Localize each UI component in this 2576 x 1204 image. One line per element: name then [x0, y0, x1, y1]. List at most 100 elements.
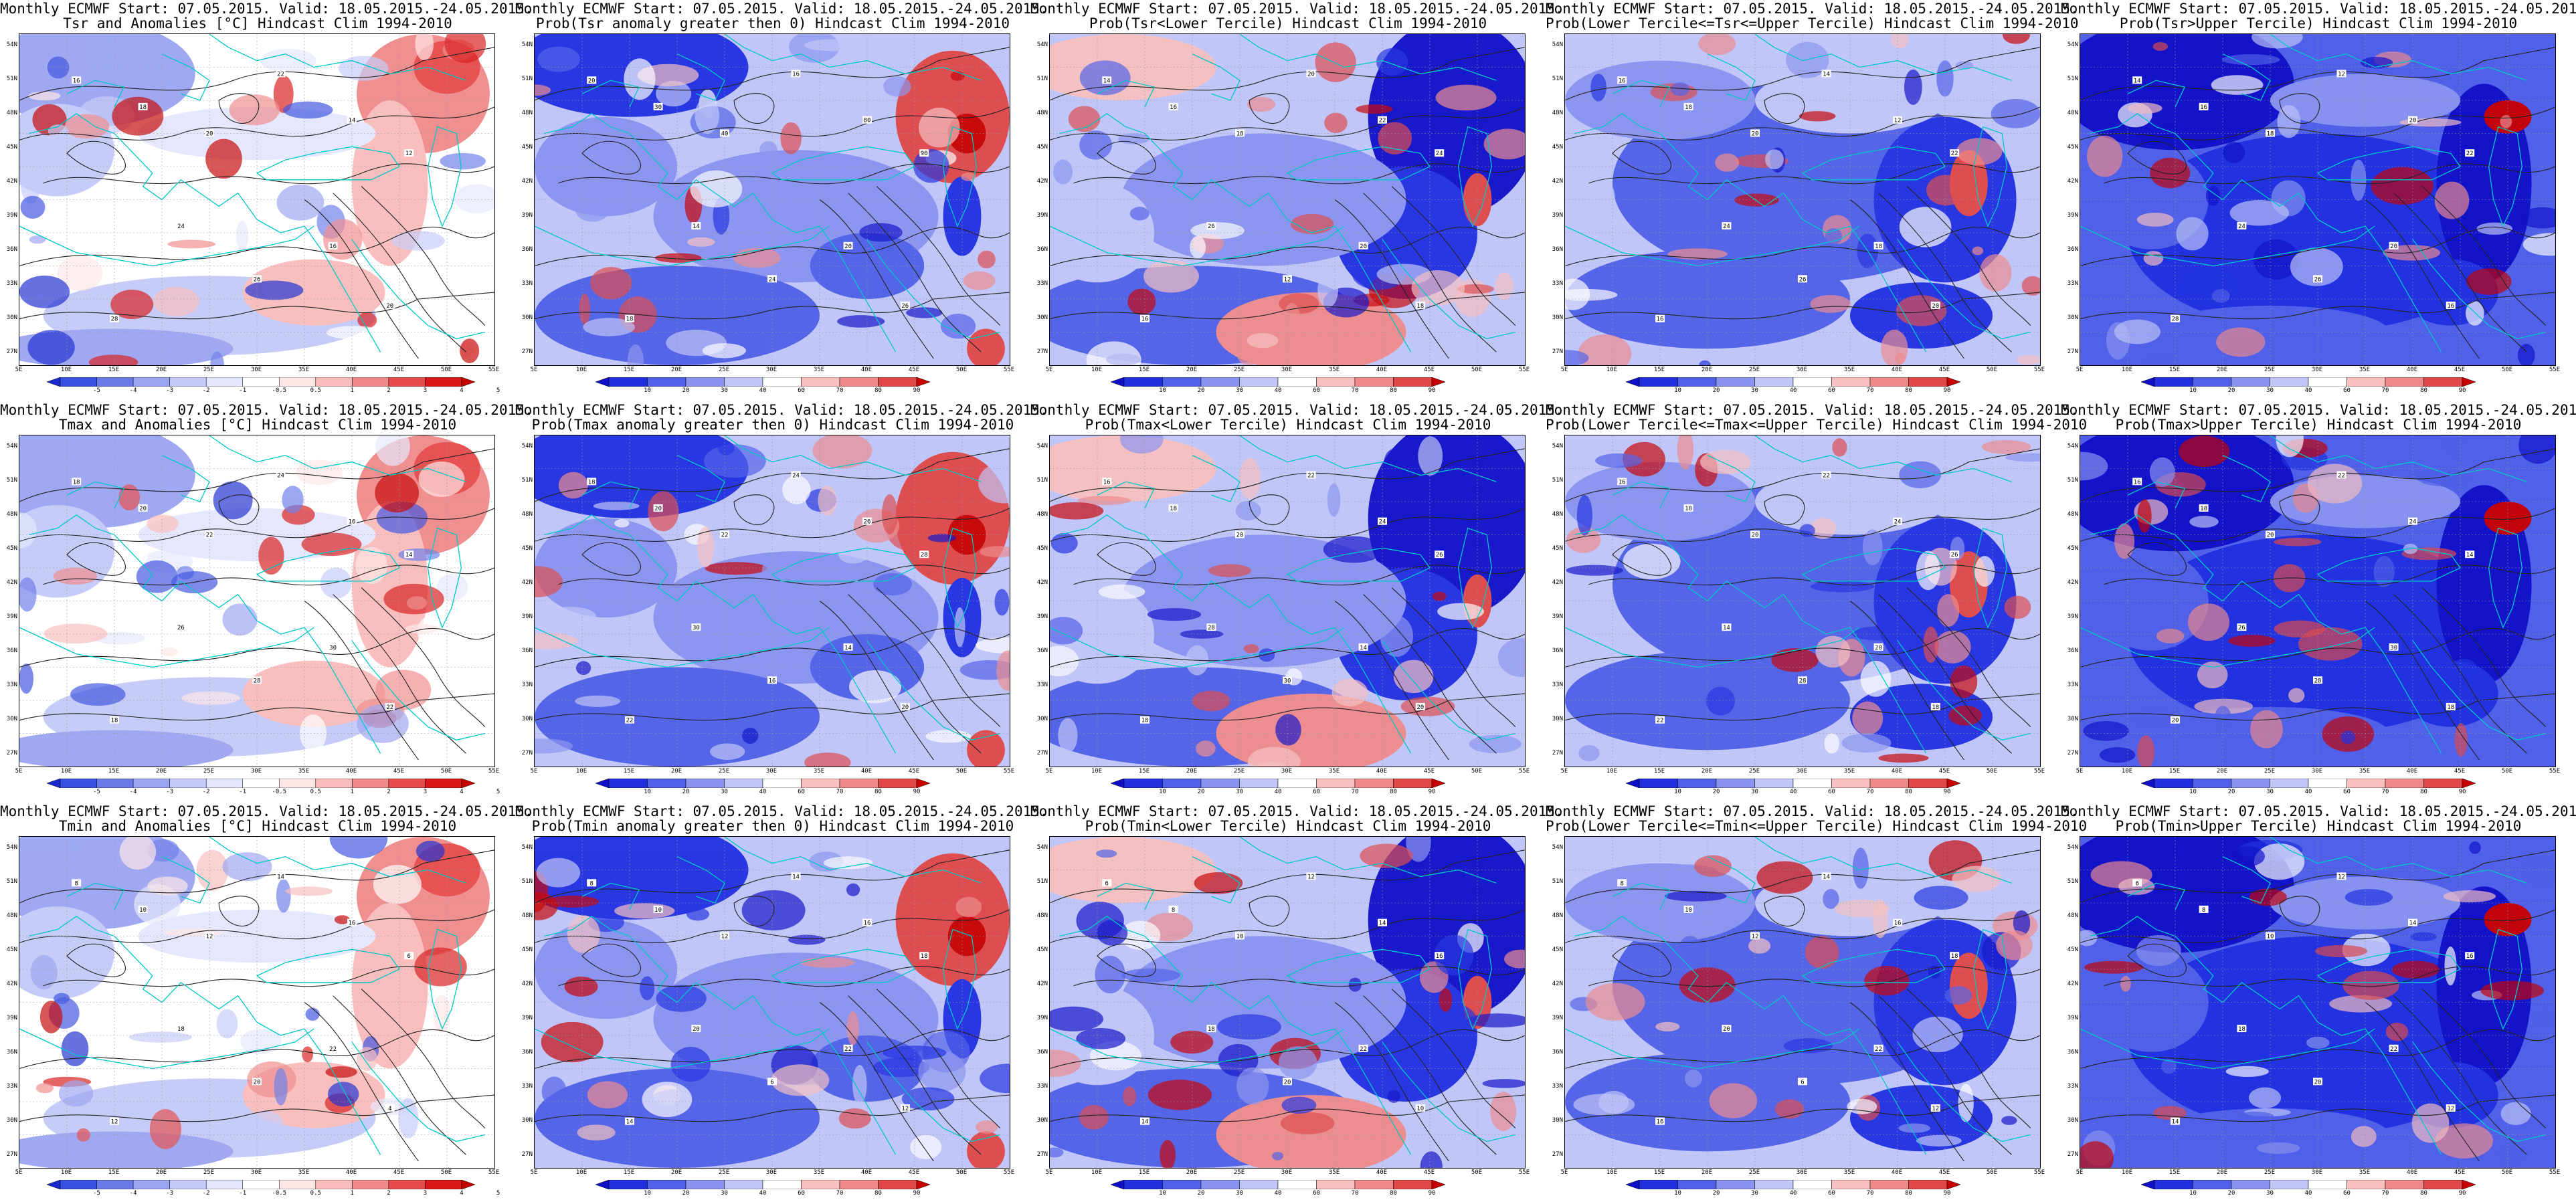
shaded-patch	[2314, 944, 2368, 958]
colorbar-low-arrow	[1110, 778, 1125, 789]
contour-line	[1565, 694, 2040, 720]
svg-text:16: 16	[1657, 1119, 1664, 1126]
shaded-patch	[76, 1128, 90, 1142]
contour-label: 26	[1206, 222, 1216, 230]
shaded-patch	[444, 34, 486, 64]
contour-label: 16	[2199, 102, 2209, 111]
latitude-label: 27N	[2067, 1151, 2078, 1158]
colorbar-swatch	[1239, 1179, 1279, 1190]
latitude-label: 27N	[1036, 750, 1048, 757]
longitude-label: 45E	[393, 367, 405, 373]
shaded-patch	[1143, 260, 1199, 293]
contour-label: 14	[276, 872, 286, 880]
shaded-patch	[927, 534, 957, 542]
colorbar-tick-label: 80	[1905, 1190, 1912, 1197]
longitude-label: 25E	[1748, 367, 1760, 373]
longitude-label: 40E	[1891, 768, 1903, 775]
panel-title-line1: Monthly ECMWF Start: 07.05.2015. Valid: …	[0, 1, 533, 17]
shaded-patch	[771, 1064, 830, 1096]
colorbar-swatch	[724, 778, 763, 789]
colorbar-tick-label: 40	[1274, 789, 1282, 795]
shaded-patch	[2080, 1141, 2114, 1168]
svg-text:12: 12	[2338, 71, 2345, 78]
shaded-patch	[2216, 327, 2266, 357]
colorbar-high-arrow	[1946, 778, 1961, 789]
shaded-patch	[27, 330, 75, 365]
colorbar-tick-label: 20	[1712, 1190, 1720, 1197]
colorbar-swatch	[1639, 1179, 1678, 1190]
latitude-label: 48N	[521, 912, 533, 919]
shaded-patch	[963, 271, 996, 290]
longitude-label: 45E	[1938, 1169, 1950, 1176]
contour-line	[1074, 565, 1526, 585]
coastline	[67, 883, 124, 910]
shaded-patch	[978, 250, 996, 269]
shaded-patch	[1810, 294, 1851, 313]
contour-label: 14	[347, 116, 357, 124]
shaded-patch	[823, 856, 873, 870]
colorbar-tick-label: 30	[1236, 1190, 1243, 1197]
coastline	[304, 226, 381, 352]
coastline	[19, 627, 314, 667]
shaded-patch	[709, 743, 745, 760]
colorbar-tick-label: 4	[460, 1190, 464, 1197]
shaded-patch	[1677, 435, 1693, 470]
shaded-patch	[2150, 157, 2191, 189]
contour-line	[333, 193, 466, 353]
contour-label: 26	[252, 275, 262, 283]
colorbar-swatch	[315, 1179, 353, 1190]
longitude-label: 20E	[670, 367, 682, 373]
shaded-patch	[415, 34, 434, 61]
colorbar-tick-label: 80	[875, 387, 882, 394]
coastline	[1708, 456, 1755, 502]
contour-label: 20	[1873, 643, 1883, 651]
longitude-label: 20E	[1701, 1169, 1713, 1176]
longitude-label: 55E	[1518, 367, 1530, 373]
colorbar-swatch	[1316, 377, 1356, 387]
longitude-label: 55E	[2549, 768, 2561, 775]
shaded-patch	[644, 1116, 705, 1158]
colorbar-high-arrow	[1946, 377, 1961, 387]
latitude-label: 42N	[521, 981, 533, 987]
longitude-label: 45E	[1423, 367, 1435, 373]
colorbar-tick-label: 10	[1674, 387, 1681, 394]
panel-title-line1: Monthly ECMWF Start: 07.05.2015. Valid: …	[2061, 803, 2576, 819]
shaded-patch	[1190, 235, 1206, 259]
colorbar-tick-label: 60	[1313, 789, 1320, 795]
shaded-patch	[276, 184, 325, 221]
shaded-patch	[541, 1076, 567, 1106]
colorbar-tick-label: 90	[1943, 387, 1951, 394]
contour-label: 22	[385, 702, 395, 711]
colorbar-swatch	[2347, 377, 2386, 387]
shaded-patch	[1786, 41, 1829, 78]
colorbar-tick-label: 80	[1390, 387, 1397, 394]
contour-label: 30	[653, 102, 663, 111]
colorbar-swatch	[801, 778, 840, 789]
shaded-patch	[326, 326, 382, 340]
colorbar-swatch	[2385, 1179, 2424, 1190]
coastline	[1459, 127, 1492, 227]
shaded-patch	[355, 546, 387, 585]
longitude-label: 10E	[2121, 367, 2133, 373]
shaded-patch	[1236, 1067, 1269, 1105]
contour-line	[2280, 896, 2320, 926]
svg-text:28: 28	[111, 316, 118, 323]
colorbar-swatch	[762, 778, 802, 789]
colorbar-tick-label: -1	[239, 789, 247, 795]
shaded-patch	[440, 153, 486, 170]
shaded-patch	[1576, 495, 1592, 536]
shaded-patch	[1590, 74, 1606, 102]
contour-label: 20	[1415, 702, 1425, 711]
colorbar-swatch	[1677, 377, 1717, 387]
coastline	[1898, 641, 2031, 740]
colorbar-tick-label: 30	[1236, 789, 1243, 795]
shaded-patch	[1278, 1046, 1317, 1080]
svg-text:14: 14	[349, 118, 356, 124]
colorbar-swatch	[60, 1179, 97, 1190]
colorbar-swatch	[878, 1179, 917, 1190]
latitude-label: 27N	[521, 348, 533, 355]
coastline	[2413, 641, 2546, 740]
shaded-patch	[357, 312, 377, 328]
